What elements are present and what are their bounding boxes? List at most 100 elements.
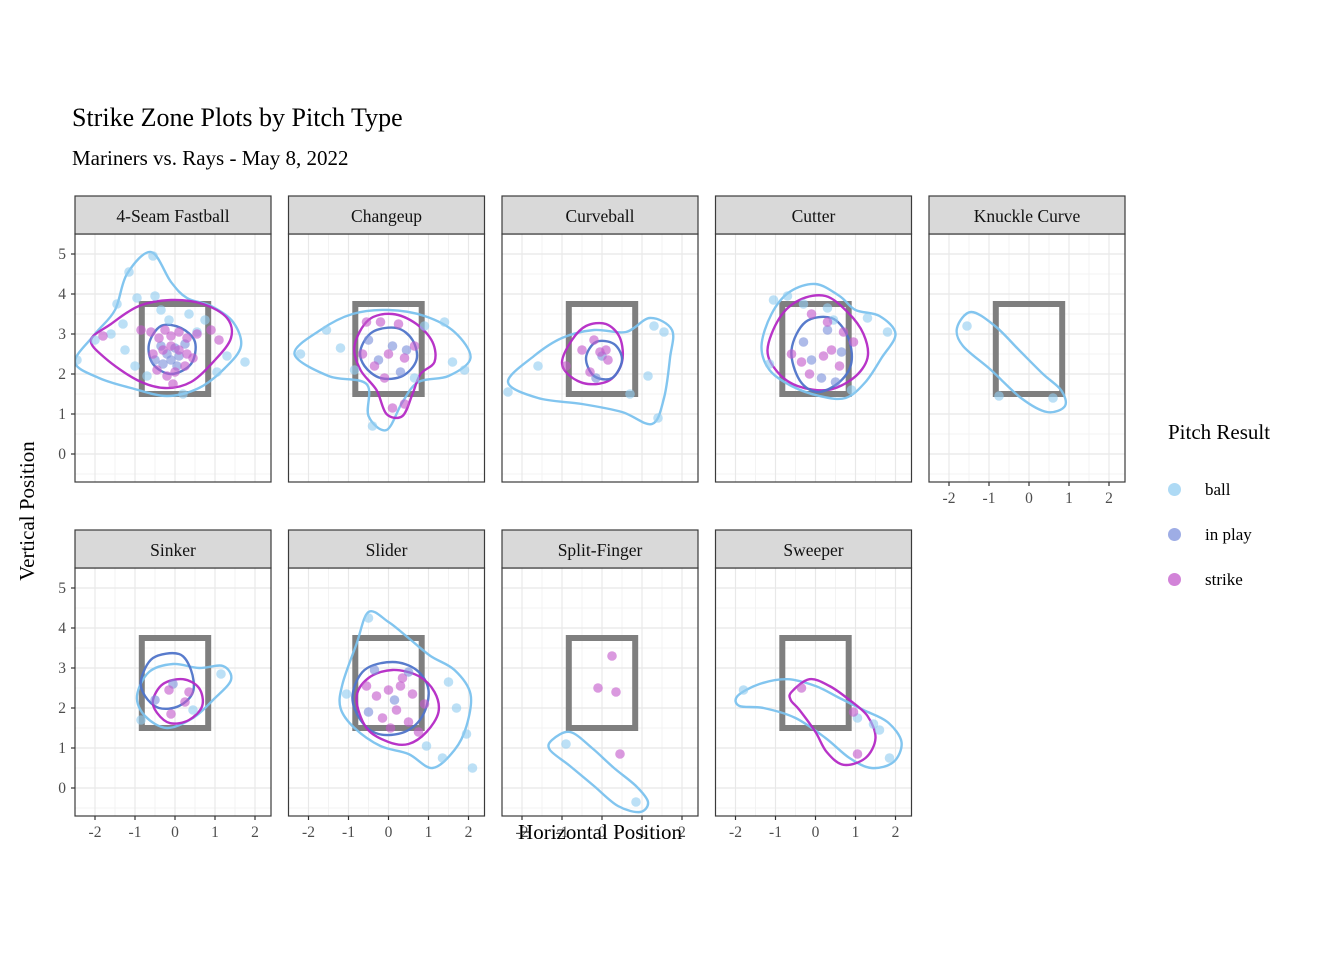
pitch-point-ball: [874, 725, 885, 735]
pitch-point-ball: [419, 321, 430, 331]
pitch-point-strike: [184, 687, 194, 697]
pitch-point-strike: [98, 331, 108, 341]
y-tick-label: 1: [58, 406, 66, 423]
facet-strip: [287, 529, 486, 569]
x-tick-label: 0: [812, 824, 820, 841]
pitch-point-strike: [206, 325, 216, 335]
pitch-point-ball: [846, 385, 857, 395]
contour-strike: [89, 298, 234, 390]
strike-zone-rect: [779, 635, 852, 731]
pitch-point-ball: [321, 325, 332, 335]
pitch-point-strike: [561, 361, 571, 371]
contour-strike: [353, 312, 437, 420]
pitch-point-ball: [421, 741, 432, 751]
pitch-point-strike: [848, 337, 859, 347]
contour-ball: [547, 730, 650, 814]
pitch-point-ball: [659, 327, 669, 337]
y-tick-label: 2: [58, 366, 66, 383]
x-tick-label: -2: [943, 490, 956, 507]
pitch-point-in_play: [806, 355, 817, 365]
legend-entries: ball in play strike: [1168, 467, 1270, 602]
pitch-point-ball: [782, 291, 793, 301]
pitch-point-ball: [136, 715, 146, 725]
x-tick-label: 2: [678, 824, 686, 841]
pitch-point-ball: [962, 321, 972, 331]
pitch-point-in_play: [836, 347, 847, 357]
facet-strip-label: Slider: [366, 540, 408, 560]
pitch-point-ball: [451, 703, 462, 713]
chart-title: Strike Zone Plots by Pitch Type: [72, 103, 403, 132]
facet-changeup: Changeup: [287, 195, 486, 483]
pitch-point-ball: [443, 677, 454, 687]
pitch-point-strike: [615, 749, 625, 759]
pitch-point-ball: [295, 349, 306, 359]
pitch-point-strike: [577, 345, 587, 355]
pitch-point-strike: [148, 349, 158, 359]
pitch-point-ball: [768, 295, 779, 305]
x-tick-label: 1: [638, 824, 646, 841]
pitch-point-ball: [90, 335, 100, 345]
x-tick-label: 2: [251, 824, 259, 841]
pitch-point-strike: [166, 341, 176, 351]
pitch-point-ball: [447, 357, 458, 367]
legend-label: in play: [1205, 524, 1252, 544]
pitch-point-strike: [393, 319, 404, 329]
pitch-point-strike: [168, 379, 178, 389]
contour-ball: [338, 609, 473, 770]
y-tick-label: 0: [58, 446, 66, 463]
y-tick-label: 3: [58, 326, 66, 343]
facet-strip-label: Curveball: [565, 206, 634, 226]
y-tick-label: 1: [58, 740, 66, 757]
pitch-point-strike: [607, 651, 617, 661]
pitch-point-strike: [852, 749, 863, 759]
pitch-point-ball: [862, 313, 873, 323]
pitch-point-ball: [142, 371, 152, 381]
pitch-point-strike: [162, 371, 172, 381]
pitch-point-in_play: [798, 337, 809, 347]
pitch-point-ball: [112, 299, 122, 309]
pitch-point-in_play: [363, 707, 374, 717]
pitch-point-strike: [383, 685, 394, 695]
pitch-point-in_play: [166, 355, 176, 365]
facet-strip: [287, 195, 486, 235]
pitch-point-strike: [611, 687, 621, 697]
pitch-point-ball: [118, 319, 128, 329]
pitch-point-strike: [397, 673, 408, 683]
pitch-point-strike: [375, 317, 386, 327]
pitch-point-ball: [822, 303, 833, 313]
pitch-point-in_play: [816, 373, 827, 383]
pitch-point-ball: [561, 739, 571, 749]
x-tick-label: 2: [892, 824, 900, 841]
pitch-point-strike: [834, 361, 845, 371]
pitch-point-ball: [240, 357, 250, 367]
pitch-point-strike: [154, 333, 164, 343]
pitch-point-ball: [132, 293, 142, 303]
pitch-point-strike: [589, 335, 599, 345]
pitch-point-ball: [467, 763, 478, 773]
pitch-point-strike: [146, 327, 156, 337]
pitch-point-in_play: [401, 345, 412, 355]
x-tick-label: -1: [129, 824, 142, 841]
pitch-point-strike: [180, 697, 190, 707]
pitch-point-strike: [379, 373, 390, 383]
contour-ball: [135, 662, 233, 730]
pitch-point-strike: [395, 681, 406, 691]
x-tick-label: 1: [852, 824, 860, 841]
pitch-point-strike: [387, 403, 398, 413]
strike-zone-rect: [565, 635, 639, 731]
x-tick-label: -2: [302, 824, 315, 841]
pitch-point-ball: [882, 327, 893, 337]
pitch-point-ball: [200, 315, 210, 325]
pitch-point-strike: [409, 341, 420, 351]
pitch-point-strike: [595, 347, 605, 357]
pitch-point-ball: [738, 685, 749, 695]
facet-sinker: Sinker -2 -1 0 1 2 0 1 2 3 4 5: [58, 529, 272, 841]
facet-strip: [74, 529, 272, 569]
contour-strike: [151, 677, 205, 725]
x-tick-label: 2: [1105, 490, 1113, 507]
pitch-point-strike: [818, 351, 829, 361]
pitch-point-ball: [363, 613, 374, 623]
pitch-point-ball: [994, 391, 1004, 401]
pitch-point-ball: [178, 389, 188, 399]
